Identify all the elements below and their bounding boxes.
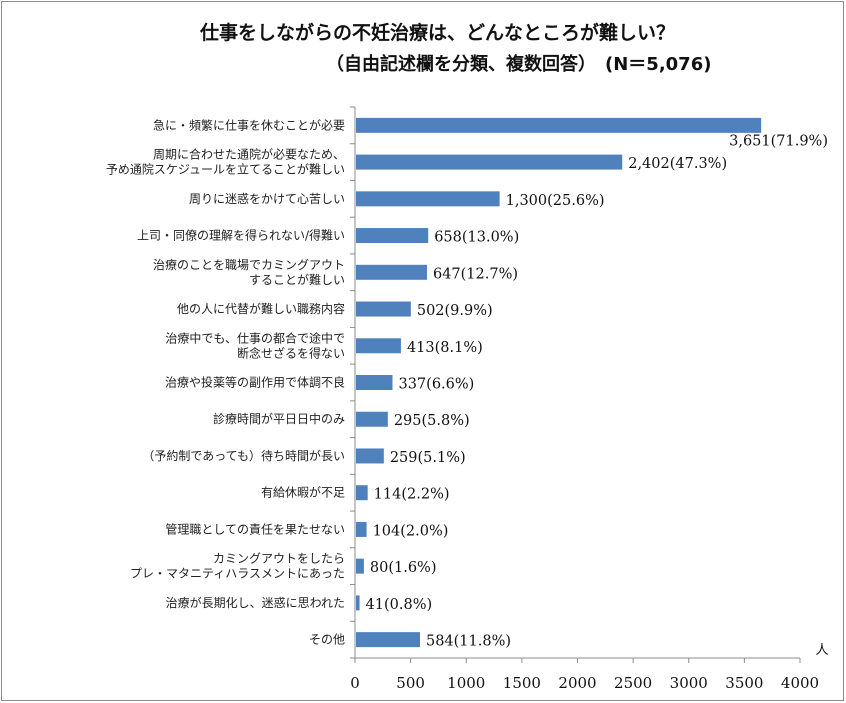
bar <box>356 338 401 354</box>
data-label: 658(13.0%) <box>434 230 519 246</box>
bar <box>356 154 623 170</box>
category-label: 急に・頻繁に仕事を休むことが必要 <box>153 117 345 132</box>
x-tick-label: 4000 <box>781 674 819 692</box>
bar <box>356 521 367 537</box>
category-label: 治療が長期化し、迷惑に思われた <box>166 595 345 610</box>
category-label: その他 <box>309 633 345 647</box>
data-label: 295(5.8%) <box>394 413 470 429</box>
category-label: （予約制であっても）待ち時間が長い <box>142 448 345 463</box>
category-label: 治療や投薬等の副作用で体調不良 <box>165 375 345 390</box>
category-label: 治療のことを職場でカミングアウト <box>153 258 345 272</box>
bar <box>356 117 762 133</box>
data-label: 647(12.7%) <box>433 266 518 282</box>
x-tick-label: 2000 <box>558 674 596 692</box>
bar <box>356 558 364 574</box>
chart-title: 仕事をしながらの不妊治療は、どんなところが難しい？ <box>200 22 676 44</box>
bar <box>356 191 500 207</box>
x-tick-label: 3000 <box>670 674 708 692</box>
chart-subtitle: （自由記述欄を分類、複数回答） (N＝5,076) <box>326 54 712 75</box>
data-label: 1,300(25.6%) <box>506 193 605 209</box>
data-label: 3,651(71.9%) <box>729 133 828 149</box>
data-label: 584(11.8%) <box>426 634 511 650</box>
data-label: 502(9.9%) <box>417 303 493 319</box>
data-label: 259(5.1%) <box>390 450 466 466</box>
data-label: 41(0.8%) <box>366 597 433 613</box>
category-label: 上司・同僚の理解を得られない/得難い <box>137 228 345 243</box>
bar <box>356 375 393 390</box>
data-label: 337(6.6%) <box>398 377 474 393</box>
data-label: 413(8.1%) <box>407 340 483 356</box>
bar <box>356 301 411 317</box>
category-label: プレ・マタニティハラスメントにあった <box>130 567 345 581</box>
x-tick-label: 500 <box>396 674 425 692</box>
category-label: 診療時間が平日日中のみ <box>213 411 345 426</box>
category-label: 周期に合わせた通院が必要なため、 <box>153 147 345 162</box>
data-label: 104(2.0%) <box>373 523 449 539</box>
data-label: 80(1.6%) <box>370 560 437 576</box>
category-label: カミングアウトをしたら <box>213 552 345 566</box>
x-tick-label: 3500 <box>725 674 763 692</box>
bar <box>356 485 368 501</box>
data-label: 2,402(47.3%) <box>628 156 727 172</box>
bar <box>356 632 420 648</box>
x-axis-unit: 人 <box>815 643 828 658</box>
x-tick-label: 2500 <box>614 674 652 692</box>
x-tick-label: 1000 <box>447 674 485 692</box>
x-tick-label: 0 <box>350 674 360 692</box>
category-label: 周りに迷惑をかけて心苦しい <box>189 192 345 206</box>
category-label: 断念せざるを得ない <box>237 345 345 360</box>
category-label: することが難しい <box>249 272 345 287</box>
bar <box>356 411 388 427</box>
bar <box>356 595 360 611</box>
category-label: 予め通院スケジュールを立てることが難しい <box>106 162 345 177</box>
bar <box>356 228 429 244</box>
category-label: 治療中でも、仕事の都合で途中で <box>165 330 345 345</box>
category-label: 他の人に代替が難しい職務内容 <box>177 301 345 316</box>
category-label: 管理職としての責任を果たせない <box>165 521 345 536</box>
bar <box>356 448 384 464</box>
category-label: 有給休暇が不足 <box>261 485 345 500</box>
x-tick-label: 1500 <box>503 674 541 692</box>
bar <box>356 264 427 280</box>
data-label: 114(2.2%) <box>374 487 450 503</box>
